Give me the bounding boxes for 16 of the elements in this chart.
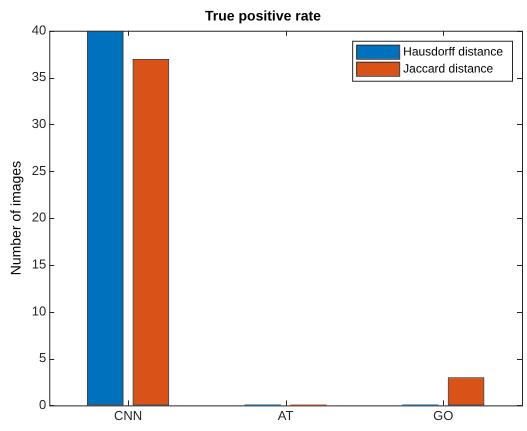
chart-title: True positive rate xyxy=(205,7,322,24)
y-tick-label: 25 xyxy=(32,162,46,178)
y-tick-label: 5 xyxy=(39,350,46,366)
y-tick-label: 0 xyxy=(39,396,46,412)
y-tick-label: 35 xyxy=(32,69,46,84)
legend-label: Jaccard distance xyxy=(403,62,494,76)
y-tick-label: 20 xyxy=(32,210,46,225)
y-tick-label: 10 xyxy=(32,303,46,318)
y-tick-label: 40 xyxy=(32,22,46,38)
y-axis-title: Number of images xyxy=(7,160,24,276)
y-tick-label: 15 xyxy=(32,256,46,272)
legend-label: Hausdorff distance xyxy=(403,44,504,59)
x-tick-label: GO xyxy=(433,408,454,423)
x-tick-label: CNN xyxy=(114,408,142,423)
y-tick-label: 30 xyxy=(32,116,46,132)
x-tick-label: AT xyxy=(278,408,294,423)
